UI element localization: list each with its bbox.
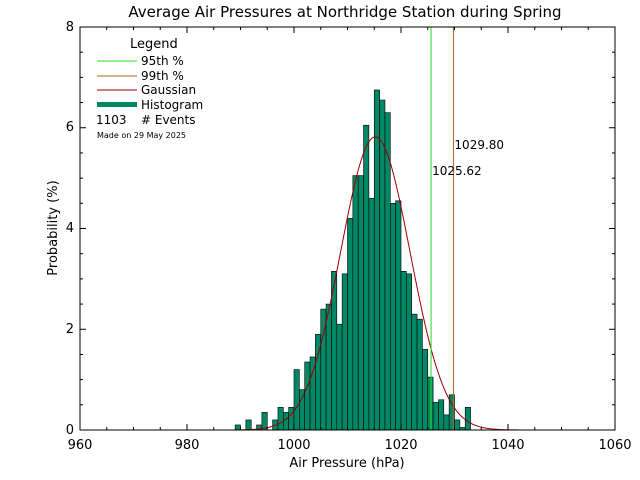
creation-stamp: Made on 29 May 2025 <box>97 131 186 140</box>
legend-label-gaussian: Gaussian <box>141 83 196 97</box>
legend-label-p99: 99th % <box>141 69 184 83</box>
histogram-bar <box>309 356 316 431</box>
histogram-bar <box>427 376 434 431</box>
histogram-bar <box>406 273 413 431</box>
legend: Legend 95th % 99th % Gaussian Histogram … <box>96 37 203 140</box>
legend-events-label: # Events <box>141 113 196 127</box>
x-tick-label-1060: 1060 <box>598 438 631 453</box>
histogram-bar <box>341 273 348 431</box>
histogram-bar <box>443 414 450 431</box>
histogram-bar <box>368 197 375 431</box>
y-axis-label: Probability (%) <box>46 180 61 275</box>
y-tick-label-6: 6 <box>66 120 74 135</box>
histogram-bar <box>464 407 471 431</box>
y-tick-label-2: 2 <box>66 322 74 337</box>
histogram-bar <box>352 175 359 431</box>
percentile-95-label: 1025.62 <box>432 164 482 178</box>
histogram-bar <box>438 399 445 431</box>
histogram-bar <box>389 203 396 431</box>
histogram-bar <box>416 318 423 431</box>
x-tick-label-1000: 1000 <box>277 438 310 453</box>
x-tick-label-980: 980 <box>175 438 200 453</box>
histogram-bar <box>395 200 402 431</box>
histogram-bar <box>411 313 418 431</box>
x-axis-label: Air Pressure (hPa) <box>289 456 404 471</box>
histogram-bar <box>363 124 370 431</box>
histogram-bar <box>288 407 295 431</box>
histogram-bar <box>347 218 354 431</box>
axis-ticks <box>79 26 616 431</box>
histogram-bar <box>454 419 461 431</box>
histogram-bar <box>293 369 300 431</box>
y-tick-label-8: 8 <box>66 20 74 35</box>
histogram-bar <box>432 401 439 431</box>
legend-events-count: 1103 <box>96 113 127 127</box>
y-tick-label-0: 0 <box>66 423 74 438</box>
percentile-99-label: 1029.80 <box>454 138 504 152</box>
histogram-bar <box>299 389 306 431</box>
legend-title: Legend <box>130 37 178 52</box>
histogram-bar <box>234 424 241 431</box>
histogram-bar <box>277 407 284 431</box>
histogram-bar <box>373 89 380 431</box>
legend-label-histogram: Histogram <box>141 98 203 112</box>
legend-swatch-histogram <box>97 102 137 107</box>
legend-label-p95: 95th % <box>141 54 184 68</box>
y-tick-label-4: 4 <box>66 221 74 236</box>
x-tick-label-960: 960 <box>68 438 93 453</box>
x-tick-label-1020: 1020 <box>384 438 417 453</box>
chart-title: Average Air Pressures at Northridge Stat… <box>128 3 561 21</box>
x-tick-label-1040: 1040 <box>491 438 524 453</box>
histogram-bar <box>379 99 386 431</box>
histogram-bar <box>304 361 311 431</box>
histogram-bar <box>325 303 332 431</box>
histogram-bar <box>400 271 407 431</box>
histogram-bar <box>245 419 252 431</box>
histogram-bar <box>422 349 429 431</box>
histogram-bar <box>336 323 343 431</box>
histogram-bar <box>357 175 364 431</box>
